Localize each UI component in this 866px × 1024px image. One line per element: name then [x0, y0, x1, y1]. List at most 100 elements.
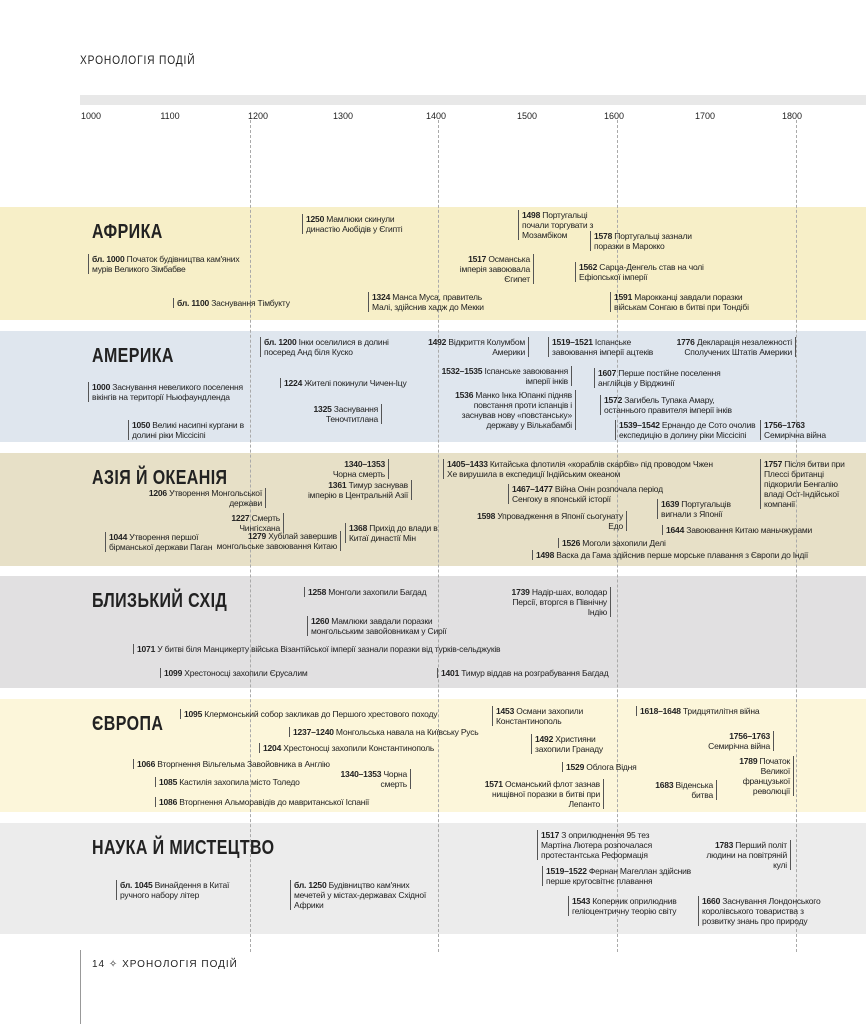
event: 1467–1477 Війна Онін розпочала період Се…: [508, 484, 664, 504]
event: 1044 Утворення першої бірманської держав…: [105, 532, 229, 552]
margin-line: [80, 950, 81, 1024]
event: бл. 1250 Будівництво кам'яних мечетей у …: [290, 880, 429, 910]
event: 1498 Португальці почали торгувати з Моза…: [518, 210, 598, 240]
event-year: 1206: [148, 488, 167, 498]
event: 1086 Вторгнення Альморавідів до мавритан…: [155, 797, 391, 807]
event-text: Після битви при Плессі британці підкорил…: [764, 459, 845, 509]
event-year: бл. 1250: [294, 880, 327, 890]
event: 1498 Васка да Гама здійснив перше морськ…: [532, 550, 836, 560]
event-year: 1756–1763: [729, 731, 770, 741]
event: 1683 Віденська битва: [640, 780, 717, 800]
event-year: 1757: [764, 459, 783, 469]
event-text: Коперник оприлюднив геліоцентричну теорі…: [572, 896, 677, 916]
event: 1739 Надір-шах, володар Персії, вторгся …: [495, 587, 611, 617]
event: 1660 Заснування Лондонського королівсько…: [698, 896, 834, 926]
event: 1099 Хрестоносці захопили Єрусалим: [160, 668, 364, 678]
section-title: АМЕРИКА: [92, 345, 174, 367]
event-text: Заснування Лондонського королівського то…: [702, 896, 821, 926]
event-year: 1492: [535, 734, 554, 744]
event-text: Великі насипні кургани в долині ріки Міс…: [132, 420, 244, 440]
event: 1562 Сарца-Денгель став на чолі Ефіопськ…: [575, 262, 729, 282]
event-year: 1250: [306, 214, 325, 224]
event-text: Заснування Тімбукту: [211, 298, 290, 308]
event: 1340–1353 Чорна смерть: [320, 459, 389, 479]
event-year: 1498: [536, 550, 555, 560]
event-text: Османський флот зазнав нищівної поразки …: [491, 779, 600, 809]
event: 1756–1763 Семирічна війна: [690, 731, 774, 751]
section-band: [0, 699, 866, 812]
event: 1340–1353 Чорна смерть: [340, 769, 411, 789]
axis-label: 1000: [80, 111, 102, 121]
event-year: 1325: [313, 404, 332, 414]
event: 1492 Християни захопили Гранаду: [531, 734, 627, 754]
event: 1618–1648 Тридцятилітня війна: [636, 706, 780, 716]
axis-label: 1500: [516, 111, 538, 121]
event-text: Тридцятилітня війна: [682, 706, 760, 716]
event-text: Вторгнення Вільгельма Завойовника в Англ…: [157, 759, 330, 769]
event-year: 1756–1763: [764, 420, 805, 430]
event-text: Португальці почали торгувати з Мозамбіко…: [522, 210, 594, 240]
event-year: 1095: [184, 709, 203, 719]
event-year: бл. 1045: [120, 880, 153, 890]
event-text: Християни захопили Гранаду: [535, 734, 603, 754]
event-year: 1340–1353: [344, 459, 385, 469]
event-text: Утворення Монгольської держави: [169, 488, 262, 508]
event-text: Віденська битва: [675, 780, 714, 800]
event: 1050 Великі насипні кургани в долині рік…: [128, 420, 257, 440]
event-text: Перше постійне поселення англійців у Вір…: [598, 368, 721, 388]
event: 1368 Прихід до влади в Китаї династії Мі…: [345, 523, 441, 543]
event-year: 1401: [441, 668, 460, 678]
event: 1519–1521 Іспанське завоювання імперії а…: [548, 337, 664, 357]
event-text: Війна Онін розпочала період Сенгоку в яп…: [512, 484, 663, 504]
axis-label: 1200: [247, 111, 269, 121]
axis-label: 1800: [781, 111, 803, 121]
event-text: Сарца-Денгель став на чолі Ефіопської ім…: [579, 262, 704, 282]
event-year: 1618–1648: [640, 706, 681, 716]
event-year: 1368: [349, 523, 368, 533]
event-text: Моголи захопили Делі: [582, 538, 666, 548]
section-title: АЗІЯ Й ОКЕАНІЯ: [92, 467, 228, 489]
event: 1250 Мамлюки скинули династію Аюбідів у …: [302, 214, 418, 234]
event-year: 1539–1542: [619, 420, 660, 430]
event: 1279 Хубілай завершив монгольське завоюв…: [205, 531, 341, 551]
event-text: Кастилія захопила місто Толедо: [179, 777, 300, 787]
event: бл. 1200 Інки оселилися в долині посеред…: [260, 337, 404, 357]
event-text: Початок Великої французької революції: [742, 756, 790, 796]
footer: 14 ✧ ХРОНОЛОГІЯ ПОДІЙ: [92, 959, 238, 970]
event: 1598 Упровадження в Японії сьогунату Едо: [470, 511, 627, 531]
footer-title: ХРОНОЛОГІЯ ПОДІЙ: [122, 959, 238, 970]
event: 1572 Загибель Тупака Амару, останнього п…: [600, 395, 749, 415]
section-title: БЛИЗЬКИЙ СХІД: [92, 590, 228, 612]
event-year: бл. 1200: [264, 337, 297, 347]
event-text: Загибель Тупака Амару, останнього правит…: [604, 395, 732, 415]
event-year: 1517: [468, 254, 487, 264]
event: 1066 Вторгнення Вільгельма Завойовника в…: [133, 759, 359, 769]
event-year: 1071: [137, 644, 156, 654]
event: 1227 Смерть Чингісхана: [200, 513, 284, 533]
event-text: Іспанське завоювання імперії інків: [484, 366, 568, 386]
event: бл. 1000 Початок будівництва кам'яних му…: [88, 254, 244, 274]
event: 1756–1763 Семирічна війна: [760, 420, 842, 440]
event: 1224 Жителі покинули Чичен-Іцу: [280, 378, 424, 388]
event: 1361 Тимур заснував імперію в Центральні…: [305, 480, 412, 500]
axis-label: 1400: [425, 111, 447, 121]
event-year: 1739: [511, 587, 530, 597]
event: 1519–1522 Фернан Магеллан здійснив перше…: [542, 866, 708, 886]
event-year: 1260: [311, 616, 330, 626]
event-year: 1607: [598, 368, 617, 378]
event-year: 1562: [579, 262, 598, 272]
header-title: ХРОНОЛОГІЯ ПОДІЙ: [80, 53, 196, 67]
event-year: бл. 1100: [177, 298, 210, 308]
event-text: Ернандо де Сото очолив експедицію в доли…: [619, 420, 756, 440]
event: 1517 З оприлюднення 95 тез Мартіна Лютер…: [537, 830, 676, 860]
axis-label: 1100: [160, 111, 180, 121]
section-title: НАУКА Й МИСТЕЦТВО: [92, 837, 275, 859]
event: 1237–1240 Монгольська навала на Київську…: [289, 727, 513, 737]
event: 1000 Заснування невеликого поселення вік…: [88, 382, 264, 402]
event: 1644 Завоювання Китаю маньчжурами: [662, 525, 838, 535]
event: 1532–1535 Іспанське завоювання імперії і…: [428, 366, 572, 386]
event-year: 1776: [676, 337, 695, 347]
event-year: 1598: [477, 511, 496, 521]
era-line: [250, 120, 251, 952]
